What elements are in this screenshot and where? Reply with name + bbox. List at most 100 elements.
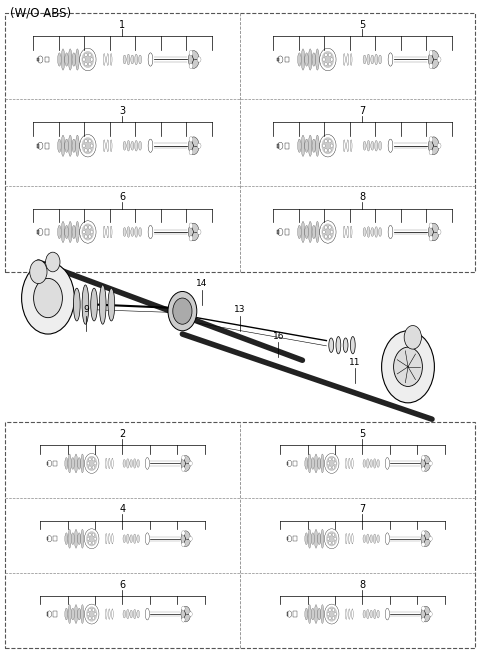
- Circle shape: [181, 606, 185, 610]
- Ellipse shape: [107, 226, 108, 238]
- Ellipse shape: [65, 225, 69, 238]
- Circle shape: [84, 62, 87, 66]
- Ellipse shape: [311, 457, 314, 469]
- Ellipse shape: [379, 141, 382, 150]
- Circle shape: [181, 467, 185, 472]
- Ellipse shape: [107, 54, 108, 66]
- Ellipse shape: [329, 338, 334, 352]
- Circle shape: [84, 140, 87, 143]
- Circle shape: [330, 58, 333, 62]
- Circle shape: [181, 531, 185, 535]
- Ellipse shape: [110, 226, 112, 238]
- Ellipse shape: [428, 223, 439, 241]
- Bar: [287, 612, 288, 616]
- Ellipse shape: [106, 533, 107, 544]
- Circle shape: [421, 618, 425, 622]
- Circle shape: [88, 53, 91, 57]
- Ellipse shape: [348, 609, 350, 620]
- Bar: [293, 461, 297, 466]
- Ellipse shape: [379, 227, 382, 236]
- Circle shape: [94, 537, 96, 540]
- Ellipse shape: [311, 533, 314, 545]
- Text: 4: 4: [120, 504, 125, 514]
- Ellipse shape: [73, 288, 80, 321]
- Ellipse shape: [139, 55, 142, 64]
- Circle shape: [181, 542, 185, 547]
- Ellipse shape: [139, 141, 142, 150]
- Ellipse shape: [108, 288, 115, 321]
- Text: 6: 6: [120, 580, 125, 590]
- Text: 5: 5: [359, 429, 366, 439]
- Ellipse shape: [127, 227, 130, 237]
- Ellipse shape: [350, 337, 355, 354]
- Ellipse shape: [370, 534, 372, 542]
- Ellipse shape: [347, 226, 348, 238]
- Circle shape: [324, 62, 327, 66]
- Circle shape: [322, 51, 334, 67]
- Ellipse shape: [71, 457, 74, 469]
- Circle shape: [92, 616, 95, 620]
- Ellipse shape: [126, 609, 129, 619]
- Ellipse shape: [318, 533, 321, 545]
- Text: 16: 16: [273, 331, 284, 341]
- Circle shape: [334, 612, 336, 616]
- Circle shape: [83, 58, 85, 62]
- Bar: [5, 422, 475, 648]
- Ellipse shape: [61, 135, 65, 157]
- Ellipse shape: [72, 53, 75, 66]
- Ellipse shape: [110, 140, 112, 152]
- Circle shape: [332, 608, 335, 612]
- Ellipse shape: [148, 53, 153, 66]
- Ellipse shape: [346, 533, 347, 544]
- Bar: [293, 612, 297, 617]
- Ellipse shape: [110, 54, 112, 66]
- Text: 9: 9: [84, 305, 89, 314]
- Ellipse shape: [145, 608, 149, 620]
- Circle shape: [324, 234, 327, 238]
- Ellipse shape: [123, 610, 126, 618]
- Bar: [287, 462, 288, 465]
- Circle shape: [421, 467, 425, 472]
- Ellipse shape: [308, 221, 312, 242]
- Circle shape: [84, 234, 87, 238]
- Ellipse shape: [65, 608, 68, 620]
- Circle shape: [189, 137, 193, 142]
- Bar: [47, 462, 48, 465]
- Ellipse shape: [71, 608, 74, 620]
- Ellipse shape: [385, 457, 389, 469]
- Ellipse shape: [145, 533, 149, 545]
- Circle shape: [189, 612, 192, 616]
- Circle shape: [404, 326, 421, 349]
- Circle shape: [86, 456, 97, 471]
- Circle shape: [323, 58, 325, 62]
- Ellipse shape: [58, 139, 61, 153]
- Ellipse shape: [188, 223, 199, 241]
- Circle shape: [189, 536, 192, 541]
- Ellipse shape: [347, 140, 348, 152]
- Ellipse shape: [126, 534, 129, 544]
- Circle shape: [89, 466, 91, 469]
- Circle shape: [89, 608, 91, 612]
- Ellipse shape: [123, 227, 126, 236]
- Circle shape: [329, 533, 331, 536]
- Circle shape: [327, 462, 329, 465]
- Circle shape: [334, 537, 336, 540]
- Circle shape: [189, 223, 193, 228]
- Ellipse shape: [428, 50, 439, 68]
- Circle shape: [89, 616, 91, 620]
- Text: 13: 13: [234, 305, 246, 314]
- Ellipse shape: [308, 605, 311, 624]
- Circle shape: [87, 612, 89, 616]
- Ellipse shape: [377, 610, 380, 618]
- Ellipse shape: [68, 221, 72, 242]
- Ellipse shape: [58, 225, 61, 238]
- Ellipse shape: [370, 610, 372, 618]
- Circle shape: [332, 616, 335, 620]
- Circle shape: [323, 230, 325, 234]
- Circle shape: [330, 144, 333, 147]
- Circle shape: [429, 223, 433, 228]
- Bar: [53, 461, 57, 466]
- Circle shape: [189, 64, 193, 69]
- Ellipse shape: [373, 458, 376, 468]
- Text: 1: 1: [120, 20, 125, 29]
